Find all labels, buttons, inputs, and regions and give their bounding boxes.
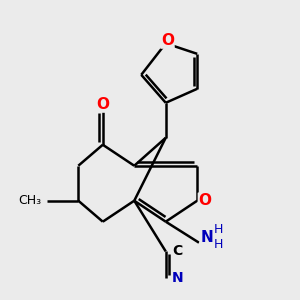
- Text: C: C: [172, 244, 182, 258]
- Text: O: O: [161, 33, 174, 48]
- Text: N: N: [172, 271, 184, 285]
- Text: H: H: [214, 238, 223, 251]
- Text: O: O: [198, 193, 212, 208]
- Text: N: N: [200, 230, 213, 245]
- Text: H: H: [214, 223, 223, 236]
- Text: O: O: [96, 97, 109, 112]
- Text: CH₃: CH₃: [19, 194, 42, 207]
